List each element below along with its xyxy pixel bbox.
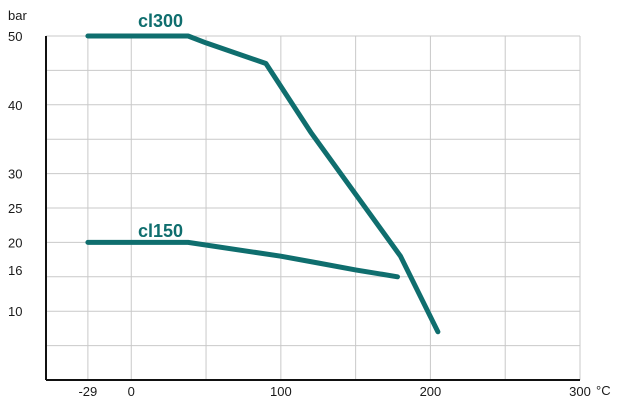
series-label-cl300: cl300 (138, 11, 183, 31)
y-tick-label: 20 (8, 235, 22, 250)
x-unit-label: °C (596, 383, 611, 398)
grid-layer (46, 35, 581, 380)
y-tick-label: 16 (8, 263, 22, 278)
y-tick-label: 10 (8, 304, 22, 319)
y-tick-label: 40 (8, 98, 22, 113)
x-tick-label: 100 (270, 384, 292, 399)
series-line-cl300 (85, 33, 441, 335)
axis-layer (45, 36, 580, 381)
y-tick-label: 30 (8, 167, 22, 182)
series-layer (85, 33, 441, 335)
series-line-cl150 (85, 239, 400, 280)
x-tick-label: 300 (569, 384, 591, 399)
series-label-cl150: cl150 (138, 221, 183, 241)
label-layer: bar °C cl300 cl150 (8, 8, 611, 398)
x-tick-label: 0 (128, 384, 135, 399)
x-tick-label: 200 (420, 384, 442, 399)
x-tick-label: -29 (78, 384, 97, 399)
tick-layer: 10 16 20 25 30 40 50 -29 0 100 200 300 (8, 29, 591, 399)
y-unit-label: bar (8, 8, 27, 23)
y-tick-label: 25 (8, 201, 22, 216)
y-tick-label: 50 (8, 29, 22, 44)
